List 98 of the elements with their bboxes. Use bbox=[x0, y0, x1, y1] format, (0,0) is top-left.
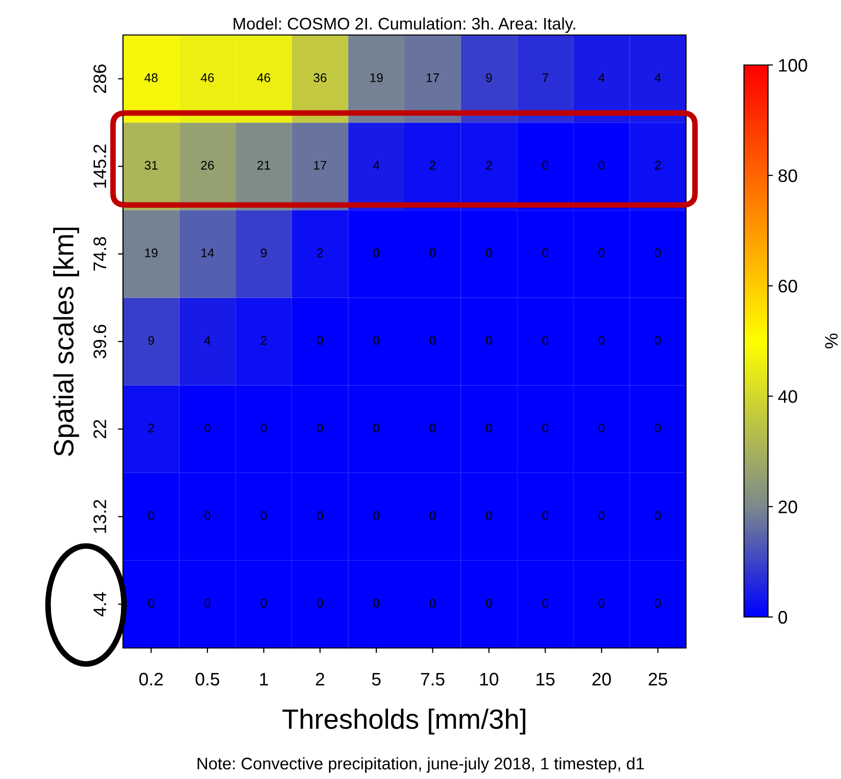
data-label: 2 bbox=[148, 424, 154, 432]
data-label: 0 bbox=[373, 336, 380, 345]
data-label: 0 bbox=[542, 424, 548, 432]
data-label: 48 bbox=[144, 73, 158, 82]
data-label: 4 bbox=[204, 336, 211, 345]
data-label: 2 bbox=[317, 248, 323, 258]
data-label: 4 bbox=[598, 73, 605, 82]
chart-title: Model: COSMO 2I. Cumulation: 3h. Area: Italy. bbox=[234, 17, 576, 33]
data-label: 9 bbox=[486, 73, 492, 82]
data-label: 0 bbox=[598, 336, 605, 345]
y-tick-label: 13.2 bbox=[93, 500, 106, 533]
data-label: 14 bbox=[201, 248, 214, 258]
y-axis-title: Spatial scales [km] bbox=[53, 228, 80, 456]
color-bar-label: 60 bbox=[778, 280, 798, 293]
data-label: 17 bbox=[314, 160, 326, 170]
color-bar-label: 100 bbox=[779, 58, 808, 72]
data-label: 0 bbox=[542, 248, 548, 258]
data-label: 9 bbox=[148, 336, 154, 345]
data-label: 0 bbox=[317, 511, 324, 520]
color-bar-label: 40 bbox=[778, 390, 798, 403]
data-label: 0 bbox=[430, 424, 436, 432]
data-label: 0 bbox=[598, 598, 605, 608]
data-label: 4 bbox=[373, 160, 380, 170]
data-label: 0 bbox=[204, 424, 210, 432]
x-tick-label: 5 bbox=[372, 672, 381, 686]
data-label: 0 bbox=[204, 511, 210, 520]
data-label: 0 bbox=[598, 248, 605, 258]
data-label: 46 bbox=[200, 73, 214, 82]
data-label: 26 bbox=[201, 160, 214, 170]
data-label: 0 bbox=[542, 598, 548, 608]
x-tick-label: 25 bbox=[648, 672, 668, 686]
x-tick-label: 10 bbox=[480, 672, 498, 686]
data-label: 0 bbox=[486, 336, 492, 345]
data-label: 0 bbox=[373, 248, 380, 258]
data-label: 2 bbox=[260, 336, 267, 345]
y-tick-label: 4.4 bbox=[94, 592, 106, 616]
data-label: 31 bbox=[144, 160, 158, 170]
data-label: 0 bbox=[598, 160, 605, 170]
x-tick-label: 7.5 bbox=[421, 672, 444, 686]
y-tick-label: 74.8 bbox=[93, 237, 106, 271]
x-tick-label: 0.5 bbox=[196, 672, 220, 686]
data-label: 46 bbox=[257, 73, 270, 82]
data-label: 0 bbox=[654, 248, 661, 258]
data-label: 0 bbox=[542, 511, 548, 520]
data-label: 0 bbox=[430, 336, 436, 345]
data-label: 0 bbox=[654, 336, 661, 345]
x-tick-label: 2 bbox=[316, 672, 324, 686]
y-tick-label: 22 bbox=[93, 420, 106, 438]
data-label: 0 bbox=[486, 248, 492, 258]
x-tick-label: 15 bbox=[536, 672, 555, 686]
x-axis-title: Thresholds [mm/3h] bbox=[282, 708, 526, 734]
data-label: 7 bbox=[542, 73, 548, 82]
x-tick-label: 20 bbox=[592, 672, 611, 686]
color-bar-label: 20 bbox=[778, 500, 798, 514]
y-tick-label: 286 bbox=[93, 64, 106, 93]
data-label: 0 bbox=[654, 511, 661, 520]
data-label: 19 bbox=[370, 73, 383, 82]
data-label: 0 bbox=[204, 598, 210, 608]
data-label: 0 bbox=[373, 511, 380, 520]
data-label: 0 bbox=[148, 511, 154, 520]
data-label: 36 bbox=[314, 73, 326, 82]
data-label: 2 bbox=[486, 160, 492, 170]
data-label: 0 bbox=[317, 598, 324, 608]
data-label: 2 bbox=[655, 160, 661, 170]
data-label: 0 bbox=[148, 598, 154, 608]
data-label: 17 bbox=[426, 73, 439, 82]
data-label: 0 bbox=[317, 336, 324, 345]
data-label: 0 bbox=[486, 424, 492, 432]
data-label: 0 bbox=[260, 598, 267, 608]
color-bar-label: 0 bbox=[778, 610, 788, 624]
data-label: 0 bbox=[598, 424, 605, 432]
data-label: 4 bbox=[654, 73, 661, 82]
data-label: 0 bbox=[542, 160, 548, 170]
data-label: 0 bbox=[654, 598, 661, 608]
data-label: 0 bbox=[654, 424, 661, 432]
data-label: 0 bbox=[430, 511, 436, 520]
data-label: 9 bbox=[260, 248, 267, 258]
x-tick-label: 0.2 bbox=[139, 672, 163, 686]
data-label: 0 bbox=[542, 336, 548, 345]
data-label: 0 bbox=[373, 598, 380, 608]
color-bar-label: 80 bbox=[778, 169, 798, 182]
y-tick-label: 39.6 bbox=[93, 324, 106, 358]
data-label: 0 bbox=[317, 424, 324, 432]
data-label: 2 bbox=[430, 160, 436, 170]
data-label: 0 bbox=[373, 424, 380, 432]
color-bar-title: % bbox=[825, 334, 838, 348]
y-tick-label: 145.2 bbox=[93, 144, 106, 188]
text: Note: Convective precipitation, june-july 2018, 1 timestep, d1 bbox=[198, 757, 644, 773]
data-label: 19 bbox=[145, 248, 158, 258]
data-label: 0 bbox=[430, 598, 436, 608]
data-label: 0 bbox=[260, 424, 267, 432]
data-label: 0 bbox=[430, 248, 436, 258]
data-label: 21 bbox=[257, 160, 270, 170]
data-label: 0 bbox=[598, 511, 605, 520]
data-label: 0 bbox=[486, 598, 492, 608]
x-tick-label: 1 bbox=[260, 672, 268, 686]
data-label: 0 bbox=[260, 511, 267, 520]
data-label: 0 bbox=[486, 511, 492, 520]
